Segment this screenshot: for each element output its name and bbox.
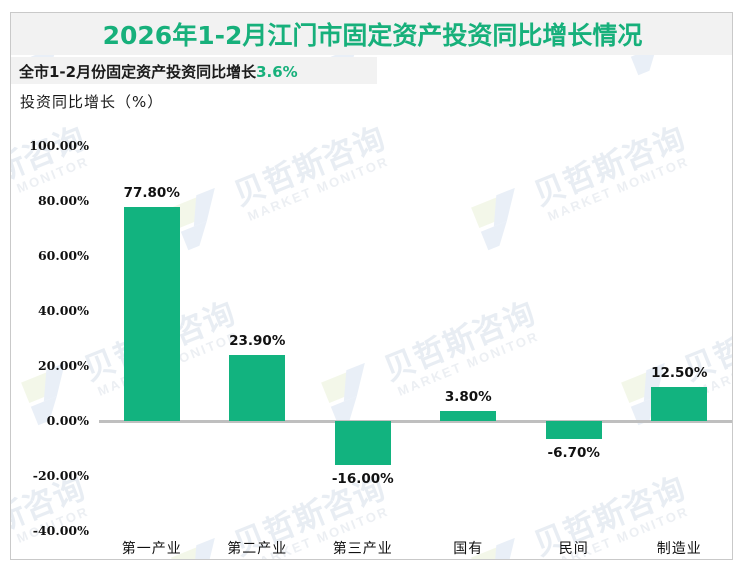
bar[interactable] bbox=[123, 207, 180, 421]
chart-card: 贝哲斯咨询 MARKET MONITOR 贝哲斯咨询 MARKET MONITOR 贝哲… bbox=[10, 12, 733, 560]
y-axis-tick-label: -20.00% bbox=[32, 468, 89, 483]
x-axis-tick-label: 民间 bbox=[558, 541, 589, 557]
y-axis-tick-label: 20.00% bbox=[37, 358, 89, 373]
subtitle-background bbox=[11, 57, 377, 84]
chart-subtitle-highlight: 3.6% bbox=[256, 63, 298, 81]
y-axis-tick-label: 80.00% bbox=[37, 193, 89, 208]
title-bar-background bbox=[11, 13, 732, 55]
x-axis-tick-label: 制造业 bbox=[656, 541, 702, 557]
bar[interactable] bbox=[229, 355, 286, 421]
bar-value-label: -6.70% bbox=[547, 445, 600, 462]
chart-subtitle-text: 全市1-2月份固定资产投资同比增长 bbox=[19, 63, 257, 81]
y-axis-tick-label: 100.00% bbox=[29, 138, 89, 153]
x-axis-tick-label: 第一产业 bbox=[121, 541, 182, 557]
bar-value-label: 77.80% bbox=[123, 185, 180, 202]
y-axis-tick-label: 40.00% bbox=[37, 303, 89, 318]
bar[interactable] bbox=[334, 421, 391, 465]
x-axis-tick-label: 国有 bbox=[453, 541, 484, 557]
bar-value-label: 23.90% bbox=[229, 333, 286, 350]
bar-value-label: 3.80% bbox=[444, 388, 492, 405]
y-axis-tick-label: -40.00% bbox=[32, 523, 89, 538]
x-axis-tick-label: 第二产业 bbox=[227, 541, 288, 557]
bar-value-label: 12.50% bbox=[651, 364, 708, 381]
bar[interactable] bbox=[651, 386, 708, 421]
chart-title: 2026年1-2月江门市固定资产投资同比增长情况 bbox=[102, 21, 643, 50]
y-axis-tick-label: 60.00% bbox=[37, 248, 89, 263]
bar[interactable] bbox=[440, 410, 497, 421]
bar[interactable] bbox=[545, 421, 602, 440]
y-axis-unit-label: 投资同比增长（%） bbox=[20, 93, 164, 111]
zero-baseline bbox=[99, 420, 732, 423]
x-axis-tick-label: 第三产业 bbox=[332, 541, 393, 557]
chart-subtitle: 全市1-2月份固定资产投资同比增长3.6% bbox=[19, 61, 298, 82]
y-axis-tick-label: 0.00% bbox=[46, 413, 89, 428]
plot-area: 100.00% 80.00% 60.00% 40.00% 20.00% 0.00% -20.… bbox=[11, 13, 732, 559]
bar-value-label: -16.00% bbox=[331, 471, 394, 487]
